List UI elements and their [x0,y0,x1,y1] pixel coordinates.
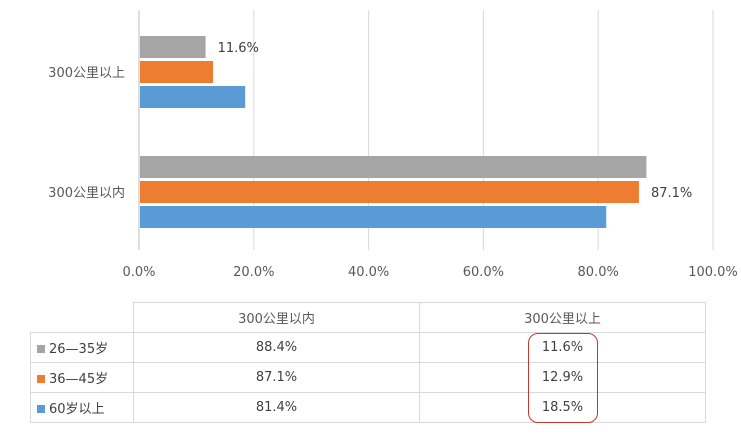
x-tick-label: 20.0% [233,265,274,280]
bar [140,61,214,83]
column-header: 300公里以上 [419,302,706,333]
column-header: 300公里以内 [133,302,420,333]
row-label-text: 36—45岁 [49,372,109,387]
table-header-row: 300公里以内 300公里以上 [30,302,706,333]
x-tick-label: 0.0% [122,265,155,280]
legend-swatch [37,404,45,413]
data-table: 300公里以内 300公里以上 26—35岁 88.4% 11.6% 36—45… [30,302,706,423]
row-label-text: 60岁以上 [49,402,105,417]
bar [140,206,607,228]
category-label: 300公里以上 [48,66,125,81]
data-label: 11.6% [218,41,259,56]
data-label: 87.1% [651,186,692,201]
x-tick-label: 80.0% [578,265,619,280]
row-label: 36—45岁 [30,362,134,393]
table-cell: 88.4% [133,332,420,363]
table-row: 60岁以上 81.4% 18.5% [30,392,706,423]
table-corner [30,302,134,333]
table-cell: 18.5% [419,392,706,423]
legend-swatch [37,374,45,383]
bar-chart: 0.0% 20.0% 40.0% 60.0% 80.0% 100.0% 300公里以上 300… [48,10,738,280]
bar [140,156,647,178]
legend-swatch [37,344,45,353]
bar [140,36,206,58]
table-cell: 81.4% [133,392,420,423]
row-label: 26—35岁 [30,332,134,363]
bar [140,86,246,108]
table-row: 26—35岁 88.4% 11.6% [30,332,706,363]
table-row: 36—45岁 87.1% 12.9% [30,362,706,393]
table-cell: 87.1% [133,362,420,393]
x-tick-label: 100.0% [688,265,738,280]
category-label: 300公里以内 [48,185,125,201]
row-label: 60岁以上 [30,392,134,423]
row-label-text: 26—35岁 [49,342,109,357]
bar [140,181,639,203]
table-cell: 12.9% [419,362,706,393]
x-tick-label: 40.0% [348,265,389,280]
table-cell: 11.6% [419,332,706,363]
x-tick-label: 60.0% [463,265,504,280]
